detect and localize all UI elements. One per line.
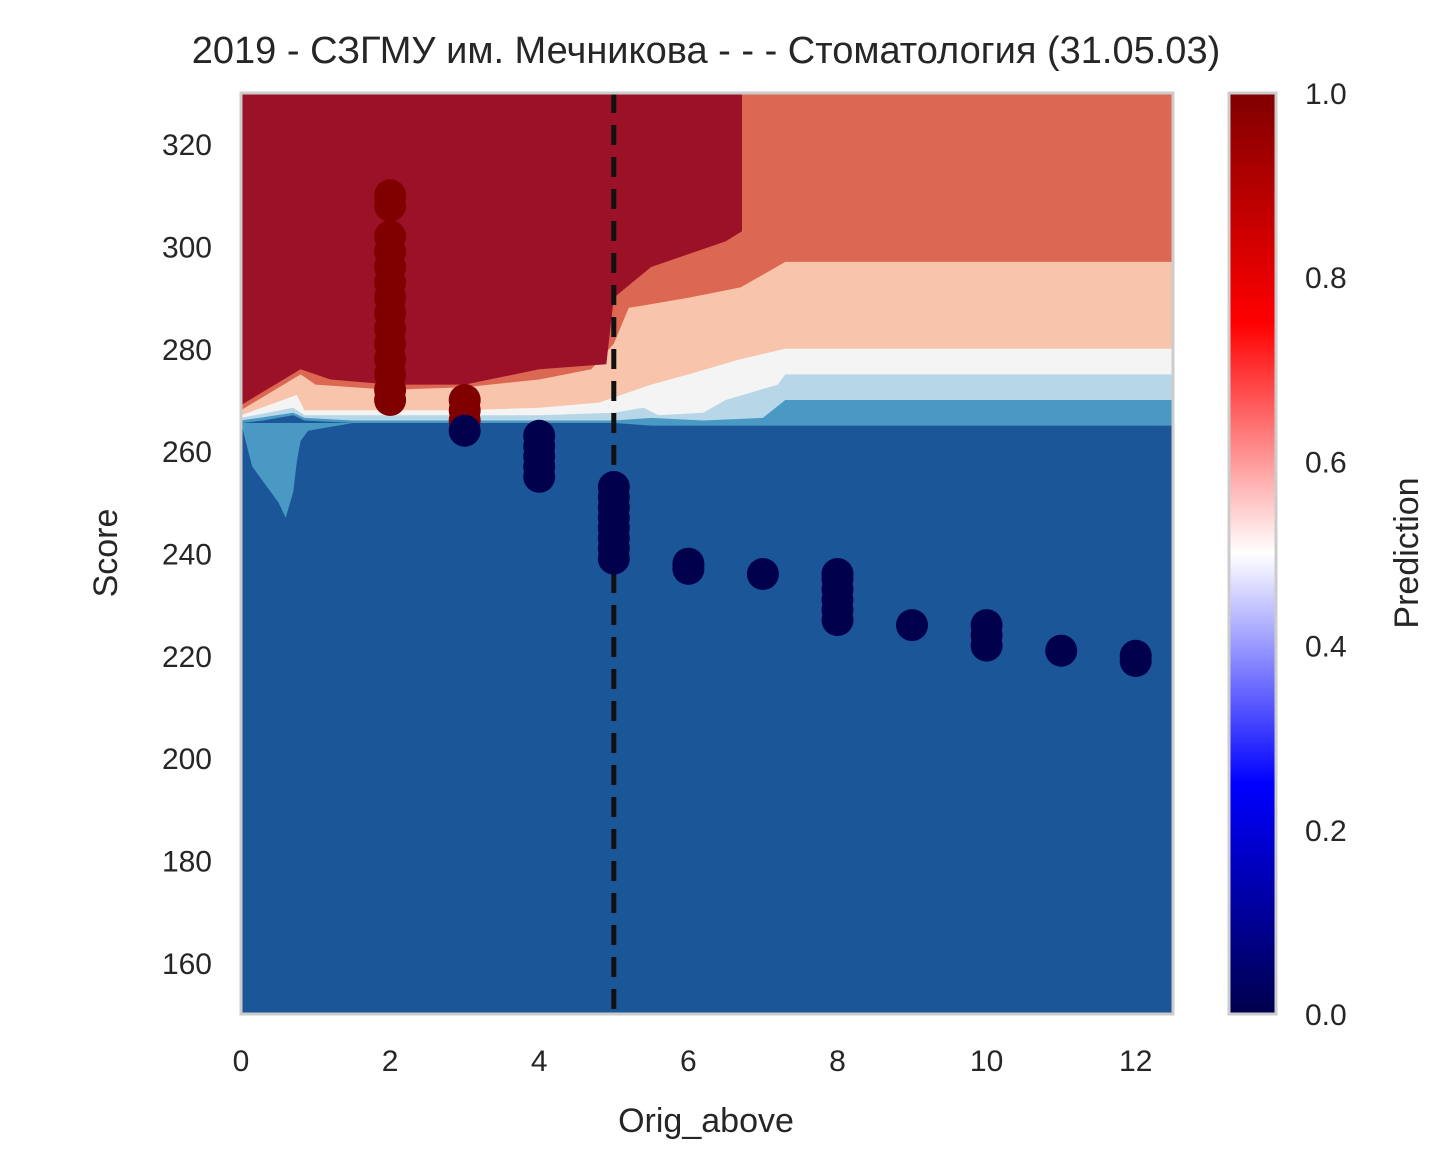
colorbar-tick-label: 0.2 — [1305, 815, 1347, 848]
scatter-point — [672, 547, 705, 580]
colorbar-tick-label: 0.8 — [1305, 262, 1347, 295]
y-axis-label: Score — [87, 509, 125, 598]
y-tick-label: 160 — [162, 948, 212, 981]
scatter-point — [1119, 639, 1152, 672]
prediction-contour — [241, 93, 1173, 1014]
x-tick-label: 12 — [1119, 1045, 1152, 1078]
scatter-point — [821, 558, 854, 590]
scatter-point — [1045, 634, 1078, 667]
colorbar-ticks: 0.0 0.2 0.4 0.6 0.8 1.0 — [1305, 78, 1347, 1032]
x-tick-label: 2 — [382, 1045, 399, 1078]
scatter-point — [448, 384, 481, 416]
y-tick-label: 200 — [162, 743, 212, 776]
colorbar-tick-label: 0.4 — [1305, 631, 1347, 664]
colorbar-tick-label: 0.0 — [1305, 999, 1347, 1032]
scatter-points — [374, 179, 1152, 677]
colorbar-tick-label: 1.0 — [1305, 78, 1347, 111]
scatter-point — [896, 609, 928, 642]
x-axis-ticks: 0 2 4 6 8 10 12 — [233, 1045, 1153, 1078]
y-tick-label: 220 — [162, 641, 212, 674]
colorbar-tick-label: 0.6 — [1305, 446, 1347, 479]
x-tick-label: 10 — [970, 1045, 1003, 1078]
x-axis-label: Orig_above — [618, 1102, 794, 1140]
y-tick-label: 240 — [162, 539, 212, 572]
y-tick-label: 320 — [162, 129, 212, 162]
y-tick-label: 260 — [162, 436, 212, 469]
scatter-point — [374, 179, 407, 212]
x-tick-label: 0 — [233, 1045, 250, 1078]
x-tick-label: 8 — [829, 1045, 846, 1078]
colorbar-label: Prediction — [1388, 477, 1426, 628]
scatter-point — [970, 609, 1003, 642]
scatter-point — [374, 220, 407, 253]
y-tick-label: 280 — [162, 334, 212, 367]
contour-level-6 — [241, 93, 1173, 406]
scatter-point — [746, 558, 779, 590]
scatter-point — [523, 419, 556, 452]
y-tick-label: 180 — [162, 846, 212, 879]
colorbar — [1227, 91, 1278, 1016]
y-axis-ticks: 160 180 200 220 240 260 280 300 320 — [162, 129, 212, 981]
scatter-point — [448, 414, 481, 447]
scatter-point — [597, 471, 630, 503]
chart-title: 2019 - СЗГМУ им. Мечникова - - - Стомато… — [192, 30, 1220, 72]
x-tick-label: 4 — [531, 1045, 548, 1078]
contour-left-edge — [241, 423, 353, 518]
y-tick-label: 300 — [162, 232, 212, 265]
x-tick-label: 6 — [680, 1045, 697, 1078]
plot-frame — [239, 91, 1175, 1016]
